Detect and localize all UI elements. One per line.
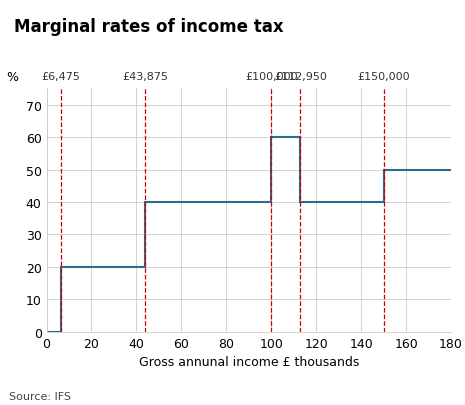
Text: £100,000: £100,000 [245,72,298,82]
Text: £150,000: £150,000 [357,72,410,82]
Text: £6,475: £6,475 [41,72,80,82]
Text: Source: IFS: Source: IFS [9,391,71,401]
Text: Marginal rates of income tax: Marginal rates of income tax [14,18,284,36]
Text: £43,875: £43,875 [122,72,168,82]
Text: £112,950: £112,950 [274,72,327,82]
Text: %: % [6,71,18,84]
X-axis label: Gross annunal income £ thousands: Gross annunal income £ thousands [139,356,359,369]
